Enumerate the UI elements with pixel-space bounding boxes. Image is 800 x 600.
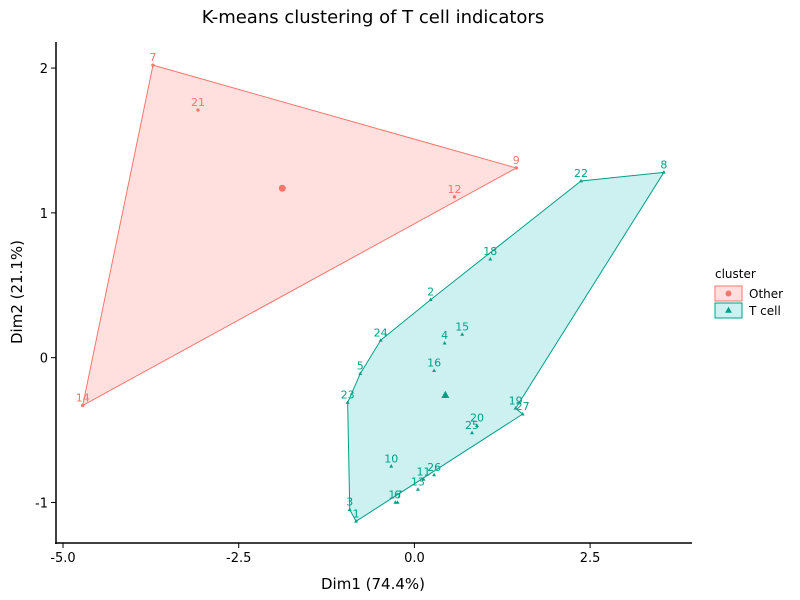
x-tick-label: -5.0 xyxy=(50,551,75,566)
data-point xyxy=(432,472,437,477)
data-point xyxy=(514,166,519,170)
data-point xyxy=(452,195,457,199)
y-tick-label: 0 xyxy=(40,352,48,367)
point-label: 11 xyxy=(417,465,431,478)
data-point xyxy=(470,430,475,435)
data-point xyxy=(460,332,465,336)
cluster-centroid xyxy=(278,184,286,192)
legend-key xyxy=(714,302,743,319)
data-point xyxy=(428,297,433,302)
point-label: 10 xyxy=(384,452,398,465)
point-label: 2 xyxy=(427,286,434,299)
legend-label: T cell xyxy=(748,304,781,318)
legend: cluster Other T cell xyxy=(714,267,783,319)
point-label: 3 xyxy=(346,496,353,509)
point-label: 5 xyxy=(357,360,364,373)
point-label: 18 xyxy=(483,245,497,258)
point-label: 12 xyxy=(447,183,461,196)
data-point xyxy=(432,368,437,373)
point-label: 20 xyxy=(470,412,484,425)
point-label: 6 xyxy=(394,488,401,501)
data-point xyxy=(520,411,525,416)
data-point xyxy=(345,400,350,404)
cluster-centroid xyxy=(441,390,450,399)
data-point xyxy=(358,371,363,375)
data-point xyxy=(474,423,479,428)
data-point xyxy=(421,477,426,481)
data-point xyxy=(354,519,359,523)
point-label: 27 xyxy=(516,400,530,413)
y-axis-title: Dim2 (21.1%) xyxy=(8,240,26,344)
data-point xyxy=(488,256,493,261)
legend-key xyxy=(714,285,743,302)
data-point xyxy=(81,403,85,408)
x-axis-title: Dim1 (74.4%) xyxy=(321,575,425,593)
point-label: 14 xyxy=(76,391,90,404)
data-point xyxy=(151,63,155,67)
point-label: 23 xyxy=(341,389,355,402)
point-label: 19 xyxy=(509,394,523,407)
point-label: 7 xyxy=(149,51,156,64)
data-point xyxy=(347,507,352,512)
point-label: 17 xyxy=(388,488,402,501)
y-tick-label: 1 xyxy=(40,207,48,222)
data-point xyxy=(378,338,383,342)
point-label: 21 xyxy=(191,96,205,109)
x-tick-label: -2.5 xyxy=(226,551,251,566)
point-label: 4 xyxy=(441,329,448,342)
point-label: 9 xyxy=(513,154,520,167)
point-label: 15 xyxy=(455,320,469,333)
data-point xyxy=(415,487,420,491)
data-point xyxy=(196,108,200,112)
cluster-hull-0 xyxy=(81,64,518,407)
point-label: 1 xyxy=(353,507,360,520)
point-label: 22 xyxy=(574,167,588,180)
legend-label: Other xyxy=(749,287,783,301)
chart-title: K-means clustering of T cell indicators xyxy=(202,7,544,28)
legend-title: cluster xyxy=(715,267,756,281)
point-label: 24 xyxy=(374,326,388,339)
data-point xyxy=(513,406,518,410)
data-point xyxy=(389,464,394,468)
point-label: 13 xyxy=(411,475,425,488)
point-label: 26 xyxy=(427,461,441,474)
y-tick-label: -1 xyxy=(35,496,48,511)
point-label: 16 xyxy=(427,357,441,370)
x-tick-label: 2.5 xyxy=(580,551,601,566)
data-point xyxy=(578,178,583,183)
x-tick-label: 0.0 xyxy=(404,551,425,566)
point-label: 8 xyxy=(660,158,667,171)
data-point xyxy=(661,170,666,174)
data-point xyxy=(442,340,447,345)
point-label: 25 xyxy=(465,419,479,432)
data-point xyxy=(395,500,400,504)
y-tick-label: 2 xyxy=(40,62,48,77)
